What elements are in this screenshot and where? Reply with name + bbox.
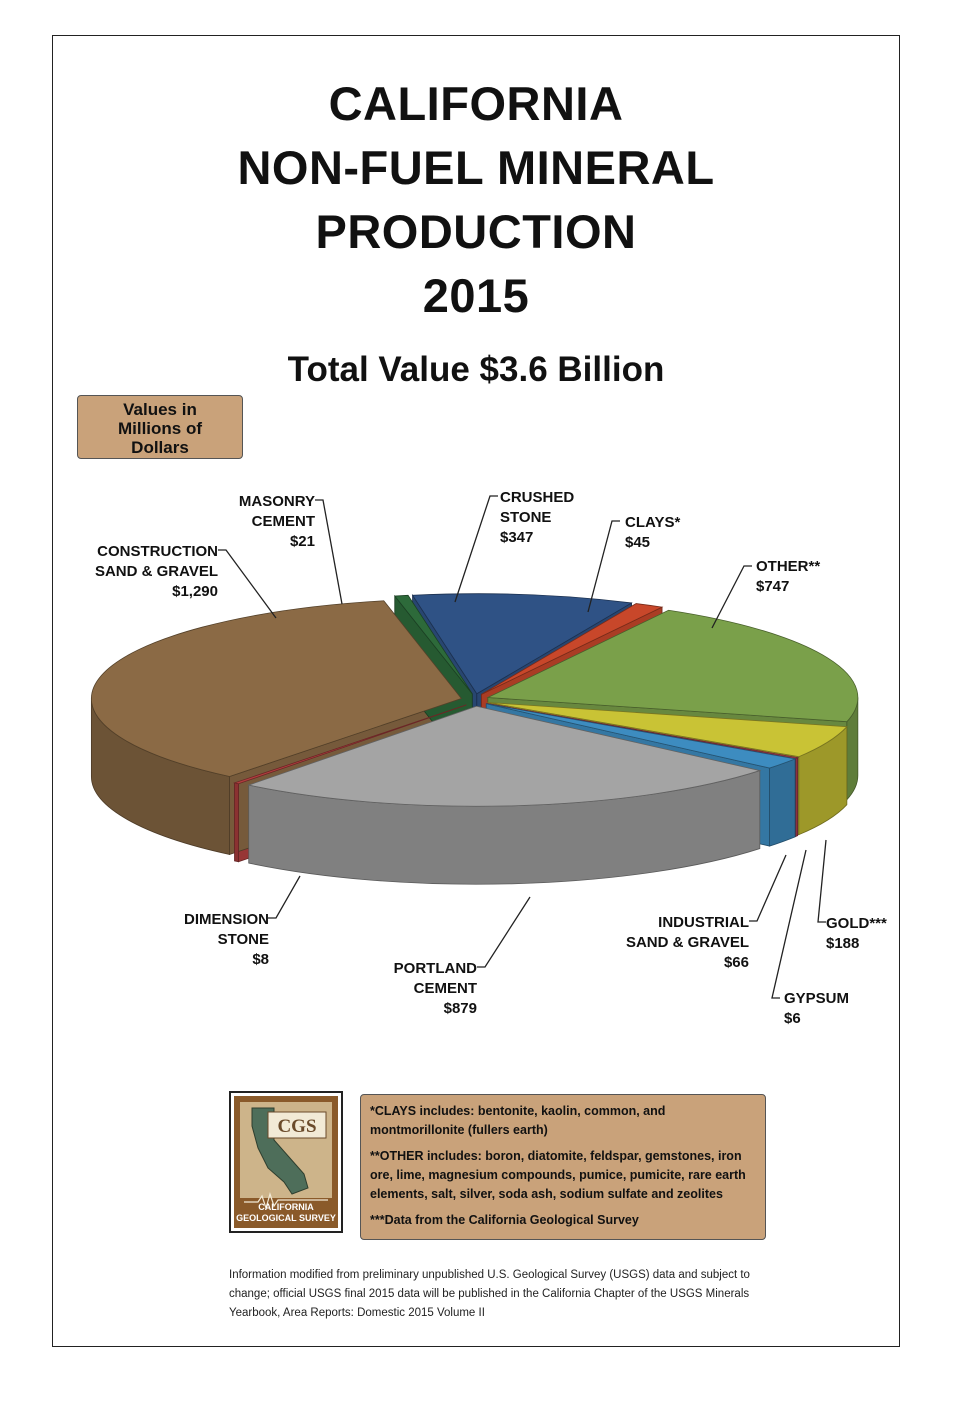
value-label-masonry-cement: $21	[290, 533, 315, 550]
cgs-logo-initials: CGS	[277, 1116, 316, 1137]
value-label-portland-cement: $879	[444, 1000, 477, 1017]
slice-label-portland-cement: PORTLAND	[394, 960, 477, 977]
leader-line-crushed-stone	[454, 495, 498, 603]
value-label-dimension-stone: $8	[252, 951, 269, 968]
cgs-logo-panel: CGS CALIFORNIA GEOLOGICAL SURVEY	[234, 1096, 338, 1228]
slice-dimension-stone	[233, 704, 467, 785]
slice-side-dimension-stone	[234, 782, 239, 863]
slice-label-construction-sand-gravel: CONSTRUCTION	[97, 543, 218, 560]
leader-line-dimension-stone	[268, 875, 301, 919]
pie-labels: CRUSHED STONE $347 CLAYS* $45 OTHER** $747 GOLD…	[95, 489, 887, 1027]
units-note-line: Dollars	[131, 438, 189, 457]
source-note: Information modified from preliminary un…	[229, 1269, 750, 1319]
slice-label-masonry-cement: MASONRY	[239, 493, 315, 510]
leader-line-portland-cement	[477, 896, 531, 968]
chart-subtitle: Total Value $3.6 Billion	[287, 350, 665, 389]
chart-title-line-3: PRODUCTION	[315, 205, 637, 258]
slice-label-masonry-cement: CEMENT	[252, 513, 315, 530]
value-label-gold: $188	[826, 935, 859, 952]
leader-line-clays	[587, 520, 620, 613]
slice-portland-cement	[247, 705, 762, 807]
slice-label-industrial-sand-gravel: SAND & GRAVEL	[626, 934, 749, 951]
slice-clays	[481, 603, 664, 695]
units-note-box: Values in Millions of Dollars	[77, 395, 243, 459]
footnote-gold: ***Data from the California Geological S…	[370, 1213, 639, 1227]
pie-side-walls	[90, 697, 859, 885]
value-label-clays: $45	[625, 534, 650, 551]
cgs-logo-text: CALIFORNIA GEOLOGICAL SURVEY	[234, 1202, 338, 1224]
pie-top	[90, 593, 859, 807]
footnote-other: **OTHER includes: boron, diatomite, feld…	[370, 1149, 746, 1201]
slice-label-crushed-stone: STONE	[500, 509, 551, 526]
slice-industrial-sand-gravel	[486, 703, 797, 769]
footnote-clays: *CLAYS includes: bentonite, kaolin, comm…	[370, 1104, 666, 1137]
slice-side-gypsum	[795, 757, 799, 838]
leader-line-other	[711, 565, 752, 629]
leader-line-industrial-sand-gravel	[749, 854, 787, 922]
value-label-construction-sand-gravel: $1,290	[172, 583, 218, 600]
slice-label-other: OTHER**	[756, 558, 820, 575]
value-label-gypsum: $6	[784, 1010, 801, 1027]
slice-construction-sand-gravel	[90, 600, 463, 777]
chart-title-line-1: CALIFORNIA	[328, 77, 624, 130]
value-label-crushed-stone: $347	[500, 529, 533, 546]
slice-side-industrial-sand-gravel	[769, 758, 796, 847]
value-label-other: $747	[756, 578, 789, 595]
units-note-line: Millions of	[117, 419, 203, 438]
leader-line-construction-sand-gravel	[218, 549, 277, 619]
slice-label-clays: CLAYS*	[625, 514, 680, 531]
slice-label-industrial-sand-gravel: INDUSTRIAL	[658, 914, 749, 931]
cgs-logo-line-1: CALIFORNIA	[258, 1202, 314, 1212]
slice-crushed-stone	[411, 593, 633, 695]
leader-line-gold	[817, 839, 827, 923]
slice-label-dimension-stone: STONE	[218, 931, 269, 948]
slice-label-gold: GOLD***	[826, 915, 887, 932]
cgs-logo-line-2: GEOLOGICAL SURVEY	[236, 1213, 336, 1223]
value-label-industrial-sand-gravel: $66	[724, 954, 749, 971]
chart-title-line-4: 2015	[422, 269, 530, 322]
leader-line-masonry-cement	[315, 499, 343, 605]
slice-gypsum	[486, 703, 800, 759]
california-map-icon: CGS	[240, 1102, 332, 1211]
footnotes-box: *CLAYS includes: bentonite, kaolin, comm…	[360, 1094, 766, 1240]
cgs-logo: CGS CALIFORNIA GEOLOGICAL SURVEY	[229, 1091, 343, 1233]
chart-title-line-2: NON-FUEL MINERAL	[237, 141, 715, 194]
slice-label-crushed-stone: CRUSHED	[500, 489, 574, 506]
slice-masonry-cement	[393, 594, 473, 695]
slice-label-gypsum: GYPSUM	[784, 990, 849, 1007]
slice-label-portland-cement: CEMENT	[414, 980, 477, 997]
leader-line-gypsum	[771, 849, 807, 999]
slice-label-construction-sand-gravel: SAND & GRAVEL	[95, 563, 218, 580]
slice-other	[486, 609, 859, 723]
slice-label-dimension-stone: DIMENSION	[184, 911, 269, 928]
units-note-line: Values in	[123, 400, 197, 419]
poster-frame	[52, 35, 900, 1347]
slice-gold	[487, 702, 848, 758]
